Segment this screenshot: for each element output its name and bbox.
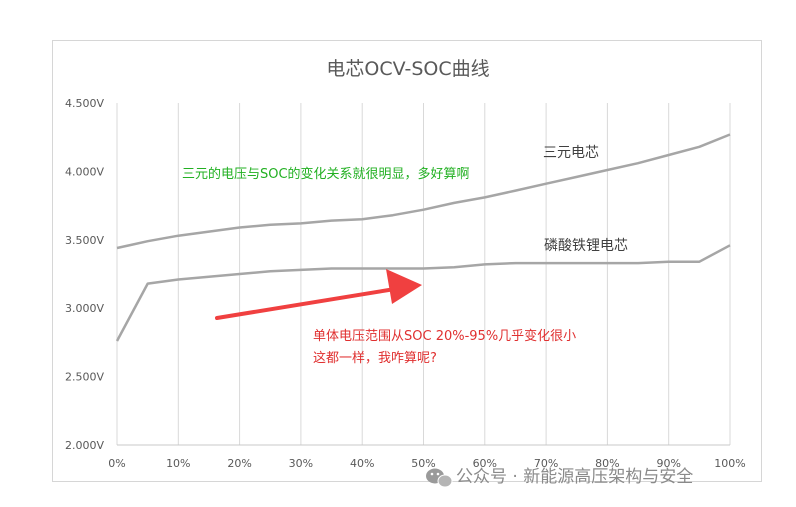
y-tick-label-0: 2.000V <box>65 439 104 452</box>
y-axis: 2.000V 2.500V 3.000V 3.500V 4.000V 4.500V <box>65 97 104 452</box>
annotation-red-line2: 这都一样，我咋算呢? <box>313 350 437 366</box>
y-tick-label-5: 4.500V <box>65 97 104 110</box>
y-tick-label-2: 3.000V <box>65 302 104 315</box>
y-tick-label-1: 2.500V <box>65 371 104 384</box>
x-tick-label-6: 60% <box>473 457 497 470</box>
watermark: 公众号 · 新能源高压架构与安全 <box>426 467 693 488</box>
series-label-ncm: 三元电芯 <box>543 145 599 161</box>
x-tick-label-1: 10% <box>166 457 190 470</box>
y-tick-label-3: 3.500V <box>65 234 104 247</box>
x-tick-label-8: 80% <box>595 457 619 470</box>
red-arrow <box>215 269 422 320</box>
x-tick-label-9: 90% <box>656 457 680 470</box>
annotation-green: 三元的电压与SOC的变化关系就很明显，多好算啊 <box>182 166 470 182</box>
red-arrow-head <box>386 269 422 304</box>
red-arrow-shaft <box>215 287 397 320</box>
series-line-0 <box>116 133 731 250</box>
x-tick-label-10: 100% <box>714 457 745 470</box>
chart-title: 电芯OCV-SOC曲线 <box>326 58 489 80</box>
x-tick-label-3: 30% <box>289 457 313 470</box>
x-tick-label-4: 40% <box>350 457 374 470</box>
y-tick-label-4: 4.000V <box>65 165 104 178</box>
series-line-1 <box>115 244 731 342</box>
chart-frame <box>52 40 762 482</box>
x-axis: 0% 10% 20% 30% 40% 50% 60% 70% 80% 90% 100% <box>108 457 745 470</box>
x-tick-label-0: 0% <box>108 457 125 470</box>
x-tick-label-7: 70% <box>534 457 558 470</box>
annotation-red-line1: 单体电压范围从SOC 20%-95%几乎变化很小 <box>313 328 576 344</box>
x-tick-label-2: 20% <box>227 457 251 470</box>
x-tick-label-5: 50% <box>411 457 435 470</box>
series-label-lfp: 磷酸铁锂电芯 <box>544 238 628 254</box>
grid <box>116 103 731 446</box>
wechat-icon <box>426 468 453 488</box>
watermark-text: 公众号 · 新能源高压架构与安全 <box>456 467 693 487</box>
series-lines <box>115 133 731 342</box>
